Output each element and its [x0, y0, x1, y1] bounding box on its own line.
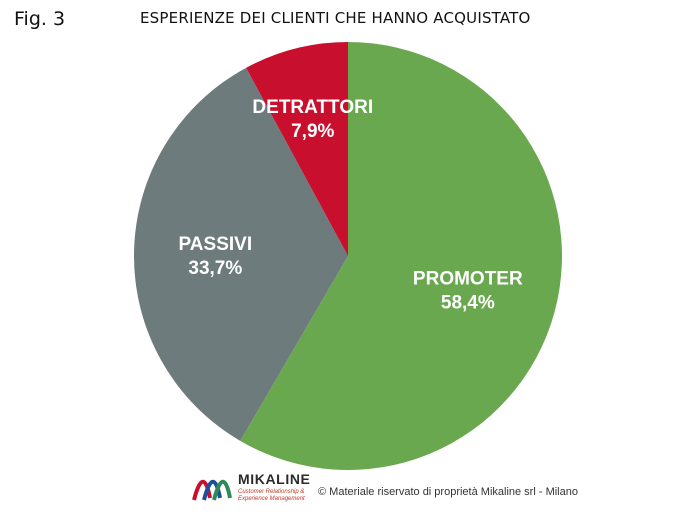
pie-chart: PROMOTER 58,4% PASSIVI 33,7% DETRATTORI 7,9% — [134, 42, 562, 470]
copyright-text: © Materiale riservato di proprietà Mikal… — [318, 486, 578, 498]
slice-value-passivi: 33,7% — [188, 258, 242, 279]
logo-tagline: Customer Relationship & Experience Manag… — [238, 489, 305, 502]
figure-label: Fig. 3 — [14, 8, 66, 30]
slice-value-promoter: 58,4% — [441, 292, 495, 313]
pie-slice-passivi — [134, 67, 348, 441]
logo-name: MIKALINE — [238, 471, 311, 487]
mikaline-logo-icon — [192, 479, 232, 501]
pie-slice-promoter — [240, 42, 562, 470]
slice-name-promoter: PROMOTER — [413, 268, 523, 289]
pie-slice-detrattori — [246, 42, 348, 256]
chart-title: ESPERIENZE DEI CLIENTI CHE HANNO ACQUIST… — [140, 9, 531, 27]
slice-value-detrattori: 7,9% — [291, 121, 334, 142]
slice-name-passivi: PASSIVI — [179, 234, 253, 255]
slice-name-detrattori: DETRATTORI — [252, 97, 373, 118]
